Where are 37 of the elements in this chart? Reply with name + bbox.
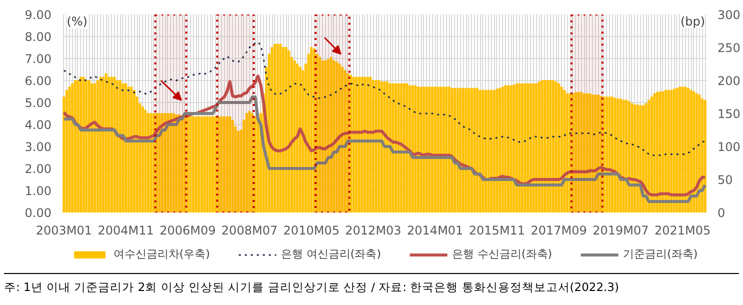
y2-tick-label: 300 (718, 8, 740, 22)
legend-label: 은행 수신금리(좌축) (452, 246, 552, 262)
x-tick-label: 2019M07 (592, 224, 649, 238)
y-tick-label: 2.00 (24, 162, 52, 176)
y-tick-label: 3.00 (24, 140, 52, 154)
line-series (62, 96, 706, 203)
x-tick-label: 2012M03 (345, 224, 402, 238)
y-axis-title: (%) (66, 14, 88, 28)
y2-tick-label: 0 (718, 206, 726, 220)
x-tick-label: 2021M05 (654, 224, 711, 238)
y-tick-label: 9.00 (24, 8, 52, 22)
text: 주: 1년 이내 기준금리가 2회 이상 인상된 시기를 금리인상기로 산정 / 자료: 한국은행 통화신용정책보고서(2022.3) (4, 279, 619, 296)
y-tick-label: 5.00 (24, 96, 52, 110)
legend-label: 은행 여신금리(좌축) (280, 246, 381, 262)
y-tick-label: 0.00 (24, 206, 52, 220)
x-tick-label: 2008M07 (221, 224, 278, 238)
x-tick-label: 2004M11 (98, 224, 154, 238)
y-tick-label: 4.00 (24, 118, 52, 132)
y2-axis-title: (bp) (680, 14, 706, 28)
y-tick-label: 6.00 (24, 74, 52, 88)
y-tick-label: 7.00 (24, 52, 52, 66)
y2-tick-label: 250 (718, 41, 740, 55)
line-series (63, 41, 706, 156)
y2-tick-label: 150 (718, 107, 740, 121)
x-tick-label: 2006M09 (160, 224, 216, 238)
x-tick-label: 2003M01 (36, 224, 92, 238)
y2-tick-label: 100 (718, 140, 740, 154)
legend-label: 여수신금리차(우축) (113, 246, 210, 262)
y2-tick-label: 200 (718, 74, 740, 88)
x-tick-label: 2017M09 (530, 224, 587, 238)
x-tick-label: 2015M11 (468, 224, 526, 238)
y-tick-label: 1.00 (24, 184, 52, 198)
x-tick-label: 2010M05 (283, 224, 340, 238)
y2-tick-label: 50 (718, 173, 733, 187)
legend-label: 기준금리(좌축) (623, 246, 698, 262)
y-tick-label: 8.00 (24, 30, 52, 44)
x-tick-label: 2014M01 (407, 224, 464, 238)
